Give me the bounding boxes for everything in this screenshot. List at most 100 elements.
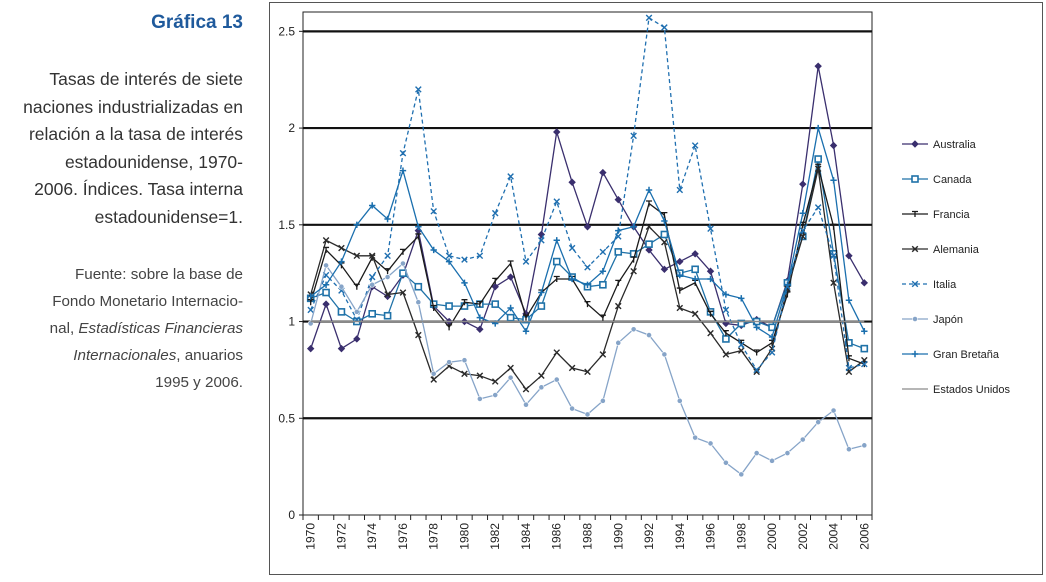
data-point-francia bbox=[507, 260, 514, 267]
data-point-jap-n bbox=[830, 407, 837, 414]
data-point-jap-n bbox=[415, 299, 422, 306]
data-point-alemania bbox=[399, 289, 407, 296]
data-point-australia bbox=[353, 335, 361, 343]
data-point-jap-n bbox=[323, 262, 329, 269]
data-point-gran-breta-a bbox=[768, 333, 776, 341]
data-point-canada bbox=[737, 319, 746, 328]
data-point-australia bbox=[383, 292, 392, 301]
series-line-italia bbox=[310, 16, 865, 371]
data-point-italia bbox=[368, 273, 376, 281]
legend-label-italia: Italia bbox=[933, 279, 957, 291]
data-point-canada bbox=[383, 311, 392, 320]
data-point-australia bbox=[660, 265, 669, 274]
y-tick-label: 0.5 bbox=[278, 411, 295, 425]
figure-source: Fuente: sobre la base de Fondo Monetario… bbox=[0, 261, 243, 396]
legend-label-estados-unidos: Estados Unidos bbox=[933, 384, 1011, 396]
data-point-jap-n bbox=[615, 339, 622, 346]
data-point-francia bbox=[707, 310, 714, 317]
data-point-italia bbox=[830, 252, 837, 260]
data-point-alemania bbox=[614, 302, 622, 310]
data-point-gran-breta-a bbox=[338, 258, 345, 265]
data-point-gran-breta-a bbox=[538, 289, 545, 296]
data-point-jap-n bbox=[861, 442, 868, 449]
data-point-jap-n bbox=[353, 308, 360, 315]
data-point-australia bbox=[537, 230, 546, 239]
data-point-australia bbox=[306, 344, 315, 353]
data-point-alemania bbox=[538, 372, 545, 380]
data-point-jap-n bbox=[476, 396, 483, 402]
data-point-italia bbox=[461, 256, 468, 263]
data-point-francia bbox=[353, 283, 360, 290]
legend-label-francia: Francia bbox=[933, 209, 971, 221]
data-point-jap-n bbox=[430, 370, 437, 377]
legend-label-gran-breta-a: Gran Bretaña bbox=[933, 349, 1000, 361]
data-point-francia bbox=[384, 268, 391, 275]
data-point-alemania bbox=[737, 347, 745, 354]
data-point-australia bbox=[706, 267, 715, 275]
data-point-francia bbox=[307, 299, 314, 306]
data-point-jap-n bbox=[384, 274, 391, 280]
data-point-italia bbox=[799, 227, 807, 234]
data-point-italia bbox=[753, 366, 760, 374]
data-point-australia bbox=[645, 246, 653, 254]
series-line-francia bbox=[310, 164, 865, 365]
data-point-canada bbox=[814, 155, 822, 163]
data-point-alemania bbox=[368, 252, 376, 260]
data-point-alemania bbox=[476, 372, 484, 380]
data-point-italia bbox=[737, 341, 745, 349]
data-point-francia bbox=[461, 299, 468, 306]
data-point-jap-n bbox=[523, 401, 529, 408]
data-point-gran-breta-a bbox=[630, 223, 637, 230]
data-point-canada bbox=[645, 240, 653, 248]
data-point-alemania bbox=[415, 331, 422, 339]
x-tick-label: 2000 bbox=[765, 523, 779, 550]
data-point-gran-breta-a bbox=[691, 275, 699, 283]
legend-marker-alemania bbox=[911, 245, 919, 253]
figure-title: Gráfica 13 bbox=[151, 12, 243, 33]
data-point-gran-breta-a bbox=[353, 221, 361, 229]
data-point-francia bbox=[830, 223, 837, 230]
data-point-francia bbox=[661, 211, 668, 219]
y-tick-label: 2 bbox=[288, 121, 295, 135]
data-point-alemania bbox=[584, 368, 591, 376]
data-point-australia bbox=[476, 325, 484, 333]
data-point-gran-breta-a bbox=[384, 215, 391, 223]
data-point-jap-n bbox=[676, 397, 683, 404]
data-point-jap-n bbox=[815, 419, 822, 426]
data-point-italia bbox=[768, 349, 776, 356]
data-point-gran-breta-a bbox=[830, 177, 837, 184]
data-point-australia bbox=[506, 273, 515, 281]
data-point-australia bbox=[814, 62, 822, 70]
data-point-gran-breta-a bbox=[707, 275, 714, 283]
data-point-canada bbox=[860, 344, 869, 353]
data-point-francia bbox=[492, 277, 499, 284]
data-point-canada bbox=[414, 282, 423, 291]
data-point-australia bbox=[337, 344, 346, 353]
y-tick-label: 1 bbox=[288, 315, 295, 329]
data-point-canada bbox=[491, 300, 500, 308]
data-point-alemania bbox=[491, 378, 499, 385]
plot-area bbox=[302, 11, 873, 516]
data-point-jap-n bbox=[753, 450, 760, 456]
data-point-italia bbox=[507, 173, 514, 180]
data-point-jap-n bbox=[846, 446, 852, 453]
legend-marker-jap-n bbox=[912, 316, 918, 322]
source-publication: Estadísticas Financieras bbox=[78, 320, 243, 337]
data-point-gran-breta-a bbox=[522, 328, 530, 335]
data-point-jap-n bbox=[507, 374, 514, 381]
data-point-australia bbox=[829, 141, 838, 150]
data-point-francia bbox=[630, 256, 637, 263]
data-point-italia bbox=[814, 204, 822, 211]
data-point-jap-n bbox=[584, 411, 591, 418]
y-tick-label: 2.5 bbox=[278, 24, 295, 38]
source-line: Fuente: sobre la base de bbox=[74, 266, 243, 283]
data-point-gran-breta-a bbox=[814, 124, 822, 132]
data-point-alemania bbox=[507, 364, 514, 372]
data-point-jap-n bbox=[646, 332, 652, 338]
x-tick-label: 1992 bbox=[642, 523, 656, 550]
data-point-canada bbox=[506, 313, 515, 322]
data-point-jap-n bbox=[599, 397, 606, 404]
legend-marker-canada bbox=[911, 175, 919, 183]
data-point-alemania bbox=[753, 368, 760, 376]
